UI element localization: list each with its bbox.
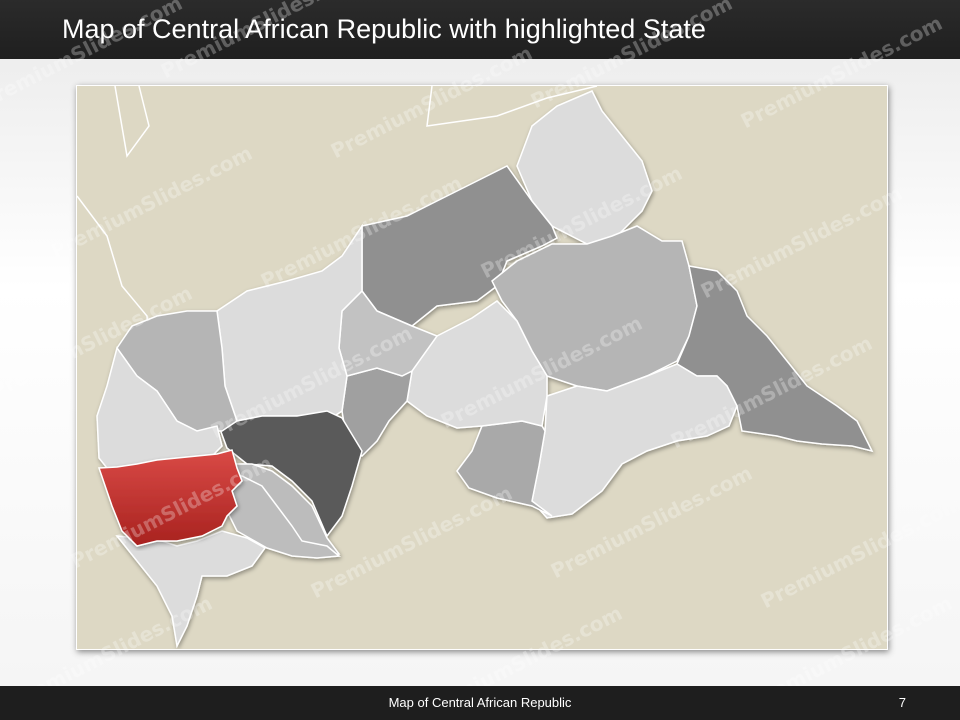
map-frame (76, 85, 888, 650)
region-mbomou[interactable] (531, 363, 738, 519)
region-sangha-mbaere[interactable] (226, 475, 341, 559)
region-mambere-kadei[interactable] (115, 530, 267, 649)
region-vakaga[interactable] (516, 90, 653, 245)
highlighted-region[interactable] (97, 449, 243, 547)
region-ouaka[interactable] (406, 300, 548, 429)
title-bar: Map of Central African Republic with hig… (0, 0, 960, 59)
footer-bar: Map of Central African Republic 7 (0, 686, 960, 720)
map-svg (77, 86, 874, 649)
region-ouham[interactable] (216, 223, 363, 422)
region-ombella-mpoko[interactable] (215, 410, 363, 538)
slide-title: Map of Central African Republic with hig… (62, 14, 706, 44)
page-number: 7 (898, 695, 906, 710)
footer-title: Map of Central African Republic (388, 695, 572, 710)
